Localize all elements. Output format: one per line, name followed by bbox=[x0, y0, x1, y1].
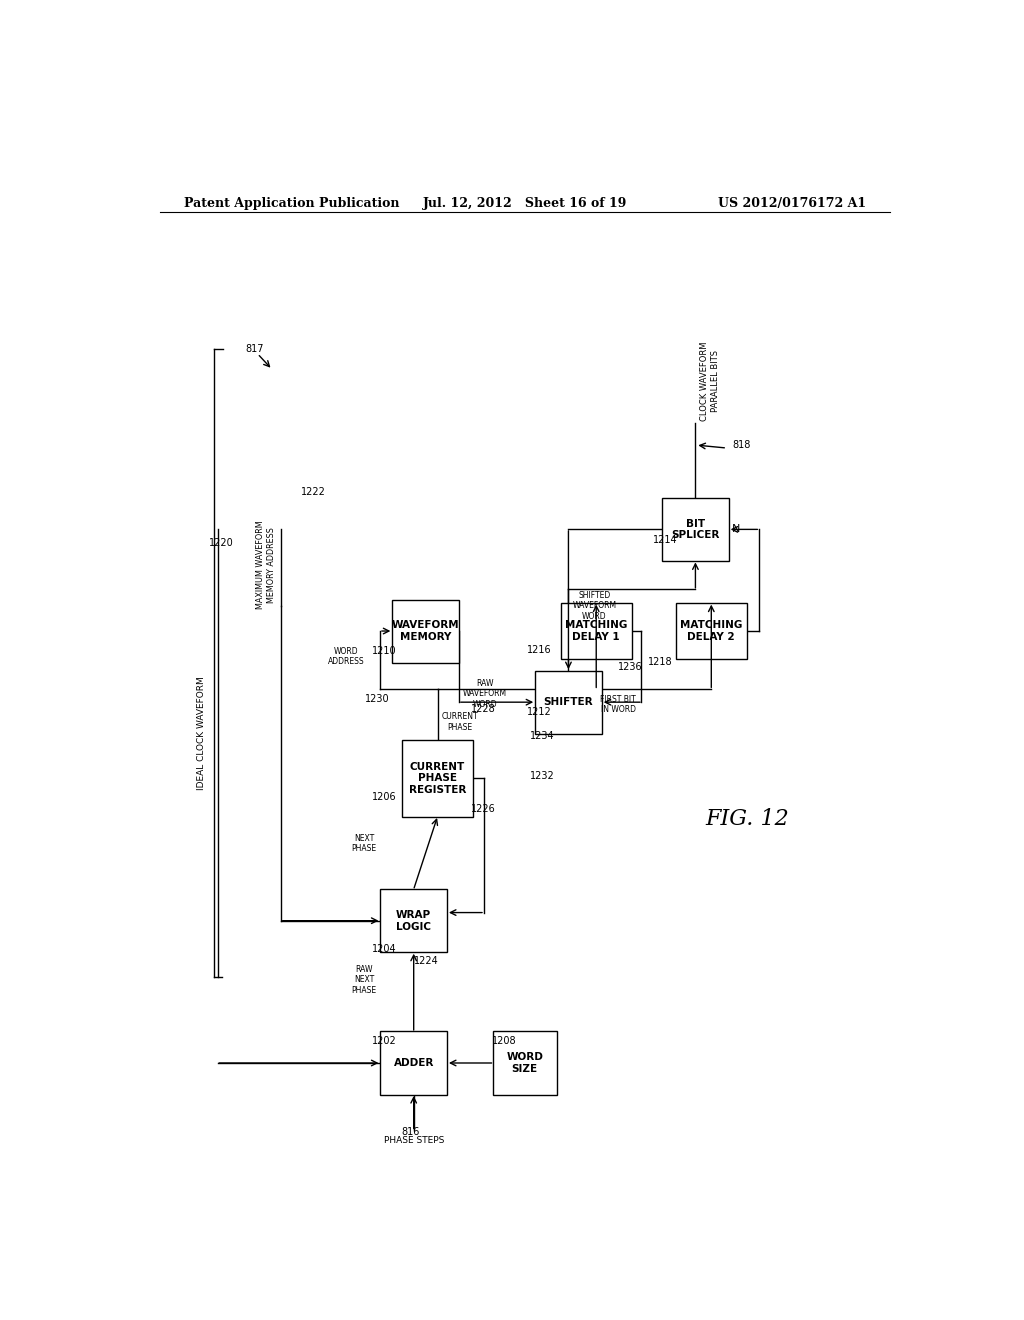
Text: SHIFTER: SHIFTER bbox=[544, 697, 593, 708]
Text: 1224: 1224 bbox=[414, 957, 438, 966]
FancyBboxPatch shape bbox=[560, 603, 632, 659]
Text: WRAP
LOGIC: WRAP LOGIC bbox=[396, 909, 431, 932]
Text: RAW
NEXT
PHASE: RAW NEXT PHASE bbox=[351, 965, 377, 994]
Text: 1212: 1212 bbox=[527, 708, 552, 717]
Text: CURRENT
PHASE
REGISTER: CURRENT PHASE REGISTER bbox=[409, 762, 466, 795]
Text: PHASE STEPS: PHASE STEPS bbox=[384, 1137, 443, 1146]
Text: CURRENT
PHASE: CURRENT PHASE bbox=[441, 713, 478, 731]
FancyBboxPatch shape bbox=[380, 890, 447, 952]
Text: FIG. 12: FIG. 12 bbox=[706, 808, 788, 830]
Text: WORD
SIZE: WORD SIZE bbox=[506, 1052, 544, 1073]
Text: MAXIMUM WAVEFORM
MEMORY ADDRESS: MAXIMUM WAVEFORM MEMORY ADDRESS bbox=[256, 520, 275, 610]
Text: ADDER: ADDER bbox=[393, 1059, 434, 1068]
Text: 1202: 1202 bbox=[373, 1036, 397, 1045]
Text: FIRST BIT
IN WORD: FIRST BIT IN WORD bbox=[600, 696, 636, 714]
Text: 1204: 1204 bbox=[373, 944, 397, 954]
FancyBboxPatch shape bbox=[676, 603, 746, 659]
Text: MATCHING
DELAY 1: MATCHING DELAY 1 bbox=[565, 620, 628, 642]
Text: 1230: 1230 bbox=[365, 694, 389, 704]
Text: SHIFTED
WAVEFORM
WORD: SHIFTED WAVEFORM WORD bbox=[572, 591, 616, 620]
Text: 1210: 1210 bbox=[373, 647, 397, 656]
FancyBboxPatch shape bbox=[392, 599, 460, 663]
Text: MATCHING
DELAY 2: MATCHING DELAY 2 bbox=[680, 620, 742, 642]
Text: IDEAL CLOCK WAVEFORM: IDEAL CLOCK WAVEFORM bbox=[197, 676, 206, 789]
FancyBboxPatch shape bbox=[535, 671, 602, 734]
FancyBboxPatch shape bbox=[401, 741, 473, 817]
Text: Patent Application Publication: Patent Application Publication bbox=[183, 197, 399, 210]
Text: 1216: 1216 bbox=[527, 645, 552, 655]
Text: Jul. 12, 2012   Sheet 16 of 19: Jul. 12, 2012 Sheet 16 of 19 bbox=[423, 197, 627, 210]
Text: 1220: 1220 bbox=[209, 537, 233, 548]
Text: NEXT
PHASE: NEXT PHASE bbox=[351, 834, 377, 853]
Text: RAW
WAVEFORM
WORD: RAW WAVEFORM WORD bbox=[463, 678, 507, 709]
Text: 1222: 1222 bbox=[301, 487, 326, 496]
Text: 1208: 1208 bbox=[492, 1036, 516, 1045]
Text: CLOCK WAVEFORM
PARALLEL BITS: CLOCK WAVEFORM PARALLEL BITS bbox=[700, 341, 720, 421]
Text: WAVEFORM
MEMORY: WAVEFORM MEMORY bbox=[392, 620, 460, 642]
Text: 816: 816 bbox=[401, 1127, 420, 1137]
Text: BIT
SPLICER: BIT SPLICER bbox=[672, 519, 720, 540]
Text: 1228: 1228 bbox=[471, 705, 496, 714]
FancyBboxPatch shape bbox=[380, 1031, 447, 1094]
Text: 1218: 1218 bbox=[648, 656, 673, 667]
FancyBboxPatch shape bbox=[662, 498, 729, 561]
Text: 1232: 1232 bbox=[529, 771, 554, 781]
Text: 818: 818 bbox=[733, 440, 751, 450]
Text: 1236: 1236 bbox=[618, 661, 643, 672]
Text: 817: 817 bbox=[246, 345, 264, 355]
Text: N: N bbox=[731, 524, 740, 535]
Text: 1214: 1214 bbox=[653, 535, 678, 545]
FancyBboxPatch shape bbox=[494, 1031, 557, 1094]
Text: 1206: 1206 bbox=[373, 792, 397, 801]
Text: 1226: 1226 bbox=[471, 804, 496, 814]
Text: US 2012/0176172 A1: US 2012/0176172 A1 bbox=[718, 197, 866, 210]
Text: 1234: 1234 bbox=[529, 731, 554, 741]
Text: WORD
ADDRESS: WORD ADDRESS bbox=[328, 647, 365, 667]
